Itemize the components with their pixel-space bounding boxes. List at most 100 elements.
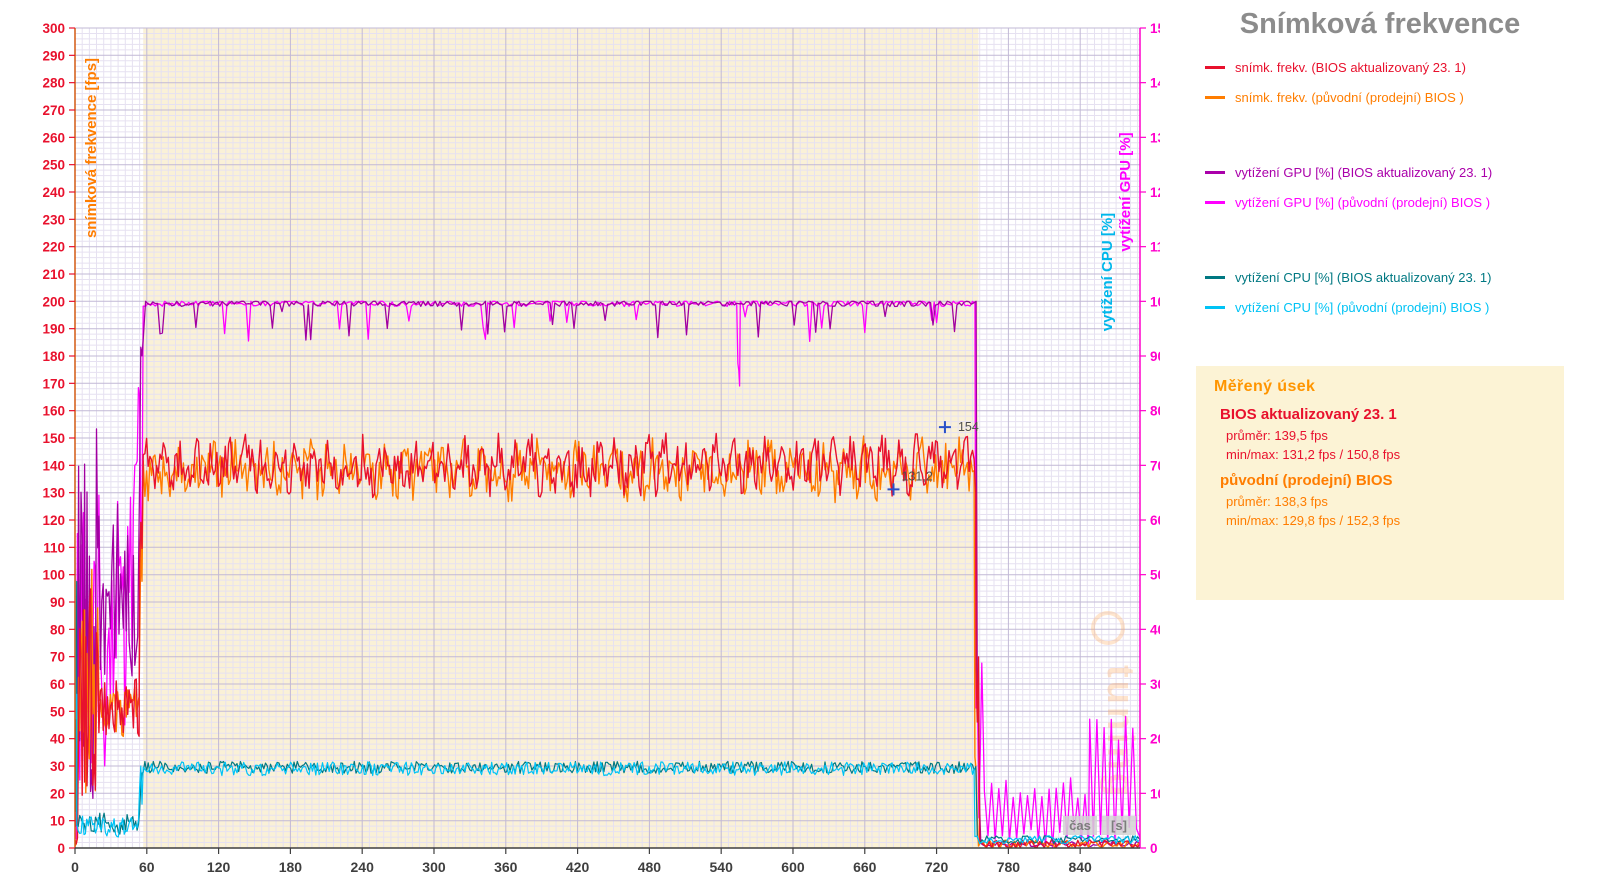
- legend-item-cpu-original: vytížení CPU [%] (původní (prodejní) BIO…: [1205, 292, 1575, 322]
- svg-text:50: 50: [50, 704, 65, 719]
- legend: snímk. frekv. (BIOS aktualizovaný 23. 1)…: [1205, 52, 1575, 322]
- legend-item-fps-updated: snímk. frekv. (BIOS aktualizovaný 23. 1): [1205, 52, 1575, 82]
- measured-section-stats: BIOS aktualizovaný 23. 1 průměr: 139,5 fp…: [1208, 406, 1552, 528]
- legend-label: vytížení CPU [%] (původní (prodejní) BIO…: [1235, 299, 1490, 315]
- svg-text:0: 0: [71, 859, 79, 875]
- info-stat-line: průměr: 138,3 fps: [1226, 494, 1328, 509]
- svg-text:60: 60: [50, 677, 65, 692]
- svg-text:100: 100: [42, 568, 65, 583]
- svg-text:660: 660: [853, 859, 877, 875]
- annotation-131-2: 131,2: [887, 469, 933, 496]
- legend-line-swatch: [1205, 95, 1225, 99]
- svg-text:240: 240: [351, 859, 375, 875]
- legend-label: vytížení GPU [%] (původní (prodejní) BIO…: [1235, 194, 1491, 210]
- svg-text:80: 80: [1150, 404, 1160, 419]
- svg-text:230: 230: [42, 212, 65, 227]
- svg-text:10: 10: [50, 814, 65, 829]
- legend-item-gpu-original: vytížení GPU [%] (původní (prodejní) BIO…: [1205, 187, 1575, 217]
- svg-text:70: 70: [1150, 458, 1160, 473]
- svg-text:200: 200: [42, 294, 65, 309]
- info-stat-line: min/max: 131,2 fps / 150,8 fps: [1226, 447, 1401, 462]
- legend-item-gpu-updated: vytížení GPU [%] (BIOS aktualizovaný 23.…: [1205, 157, 1575, 187]
- legend-line-swatch: [1205, 275, 1225, 279]
- svg-text:90: 90: [1150, 349, 1160, 364]
- svg-text:160: 160: [42, 404, 65, 419]
- svg-text:210: 210: [42, 267, 65, 282]
- svg-text:130: 130: [42, 486, 65, 501]
- svg-text:60: 60: [139, 859, 155, 875]
- svg-text:40: 40: [1150, 622, 1160, 637]
- svg-text:150: 150: [1150, 21, 1160, 36]
- svg-text:140: 140: [42, 458, 65, 473]
- legend-label: vytížení GPU [%] (BIOS aktualizovaný 23.…: [1235, 164, 1493, 180]
- info-stat-line: min/max: 129,8 fps / 152,3 fps: [1226, 513, 1401, 528]
- svg-text:180: 180: [279, 859, 303, 875]
- svg-text:780: 780: [997, 859, 1021, 875]
- legend-label: vytížení CPU [%] (BIOS aktualizovaný 23.…: [1235, 269, 1492, 285]
- svg-text:0: 0: [57, 841, 65, 856]
- svg-text:840: 840: [1068, 859, 1092, 875]
- info-section: původní (prodejní) BIOS průměr: 138,3 fps…: [1208, 472, 1552, 528]
- svg-text:120: 120: [1150, 185, 1160, 200]
- cpu-axis-title: vytížení CPU [%]: [1099, 213, 1116, 331]
- svg-text:110: 110: [1150, 240, 1160, 255]
- svg-text:420: 420: [566, 859, 590, 875]
- legend-item-fps-original: snímk. frekv. (původní (prodejní) BIOS ): [1205, 82, 1575, 112]
- info-section-title: původní (prodejní) BIOS: [1220, 472, 1393, 489]
- legend-line-swatch: [1205, 65, 1225, 69]
- x-axis-label: čas [s]: [1063, 816, 1136, 835]
- svg-text:60: 60: [1150, 513, 1160, 528]
- left-axis-ticks: 0 10 20 30 40 50 60 70 80 90 100 110 120 130 140 150 160…: [42, 21, 75, 856]
- svg-text:600: 600: [781, 859, 805, 875]
- series-cpu-original: [74, 547, 1141, 845]
- svg-text:280: 280: [42, 76, 65, 91]
- svg-text:190: 190: [42, 322, 65, 337]
- svg-text:100: 100: [1150, 294, 1160, 309]
- svg-text:131,2: 131,2: [901, 469, 932, 483]
- svg-text:154: 154: [958, 420, 979, 434]
- svg-text:720: 720: [925, 859, 949, 875]
- info-stat-line: průměr: 139,5 fps: [1226, 428, 1328, 443]
- svg-text:20: 20: [1150, 732, 1160, 747]
- series-gpu-updated: [74, 300, 1141, 848]
- svg-text:290: 290: [42, 48, 65, 63]
- right-axis-title: vytížení GPU [%]: [1117, 132, 1134, 251]
- svg-text:30: 30: [1150, 677, 1160, 692]
- right-axis-ticks: 0 10 20 30 40 50 60 70 80 90 100 110 120 130 140 150: [1140, 21, 1160, 856]
- svg-text:270: 270: [42, 103, 65, 118]
- annotation-154: 154: [938, 420, 979, 434]
- svg-text:[s]: [s]: [1111, 818, 1127, 833]
- benchmark-chart: tuning0102030405060708090100110120130140…: [42, 21, 1160, 875]
- legend-line-swatch: [1205, 200, 1225, 204]
- svg-text:480: 480: [638, 859, 662, 875]
- svg-text:150: 150: [42, 431, 65, 446]
- svg-text:300: 300: [422, 859, 446, 875]
- measured-section-box: Měřený úsek BIOS aktualizovaný 23. 1 prům…: [1196, 366, 1564, 600]
- svg-text:170: 170: [42, 376, 65, 391]
- series-cpu-updated: [74, 580, 1141, 845]
- svg-text:120: 120: [42, 513, 65, 528]
- x-axis-ticks: 0 60 120 180 240 300 360 420 480 540 600 660 720 780 8…: [71, 848, 1092, 875]
- left-axis-title: snímková frekvence [fps]: [83, 58, 100, 238]
- legend-item-cpu-updated: vytížení CPU [%] (BIOS aktualizovaný 23.…: [1205, 262, 1575, 292]
- svg-text:80: 80: [50, 622, 65, 637]
- info-section: BIOS aktualizovaný 23. 1 průměr: 139,5 fp…: [1208, 406, 1552, 462]
- svg-text:50: 50: [1150, 568, 1160, 583]
- svg-text:140: 140: [1150, 76, 1160, 91]
- svg-text:360: 360: [494, 859, 518, 875]
- series-fps-updated: [74, 432, 1141, 849]
- info-section-title: BIOS aktualizovaný 23. 1: [1220, 406, 1397, 423]
- svg-text:čas: čas: [1069, 818, 1091, 833]
- svg-text:110: 110: [43, 540, 65, 555]
- svg-text:130: 130: [1150, 130, 1160, 145]
- measured-section-heading: Měřený úsek: [1214, 378, 1316, 395]
- svg-text:40: 40: [50, 732, 65, 747]
- svg-text:20: 20: [50, 786, 65, 801]
- chart-title: Snímková frekvence: [1239, 8, 1521, 40]
- svg-text:10: 10: [1150, 786, 1160, 801]
- svg-text:120: 120: [207, 859, 231, 875]
- svg-text:180: 180: [42, 349, 65, 364]
- svg-text:540: 540: [710, 859, 734, 875]
- svg-text:240: 240: [42, 185, 65, 200]
